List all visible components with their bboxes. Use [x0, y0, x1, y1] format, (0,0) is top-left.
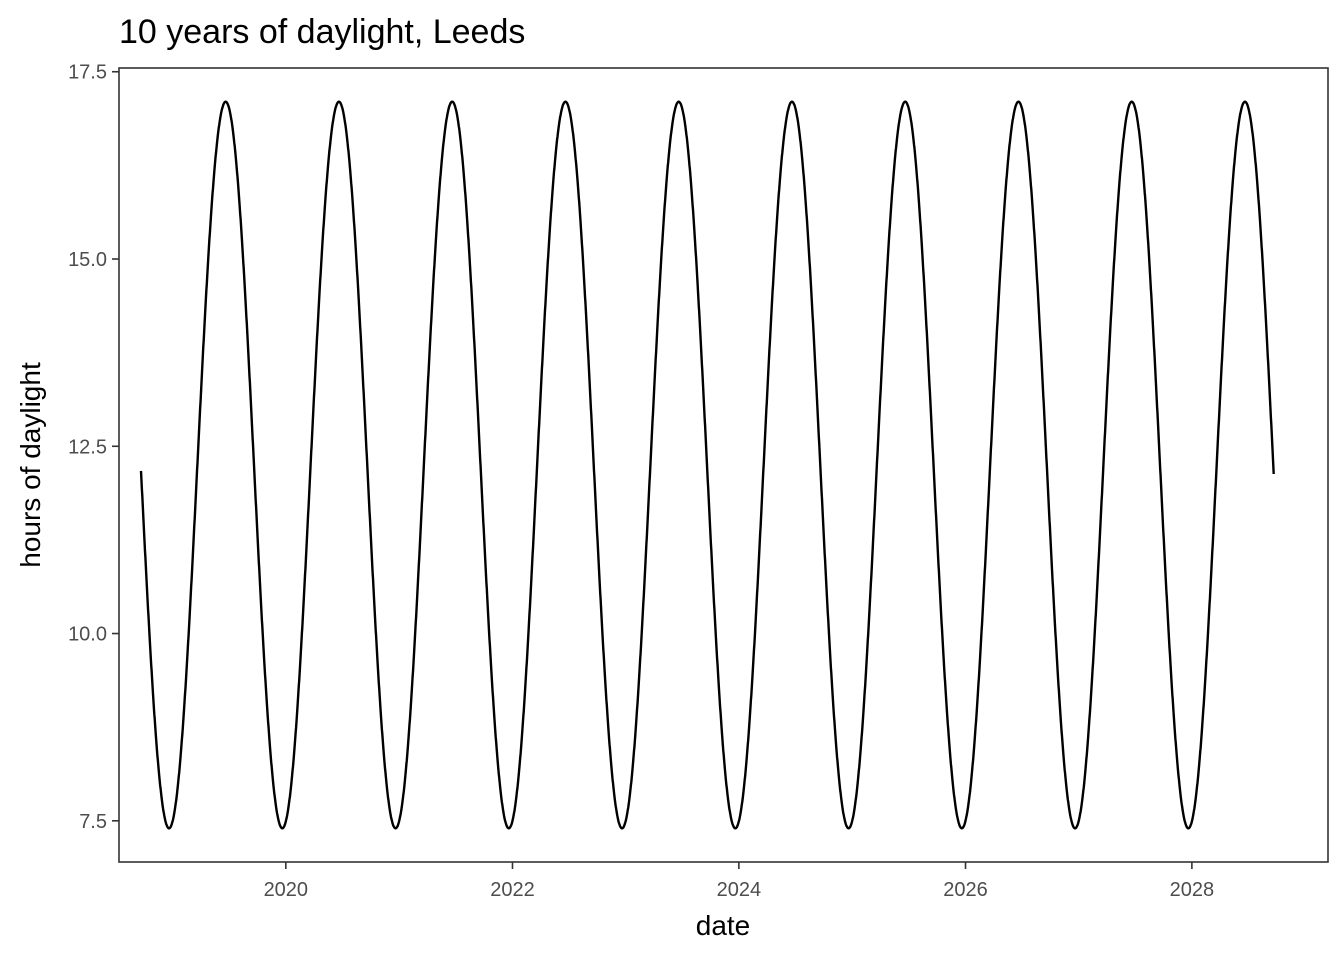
y-tick-label: 10.0	[68, 624, 107, 646]
y-tick-label: 7.5	[79, 811, 107, 833]
x-axis-title: date	[696, 910, 751, 941]
x-tick-label: 2028	[1170, 879, 1215, 901]
y-tick-label: 12.5	[68, 436, 107, 458]
x-tick-label: 2020	[264, 879, 309, 901]
chart-title: 10 years of daylight, Leeds	[119, 13, 525, 51]
plot-panel	[118, 67, 1329, 863]
y-tick-label: 17.5	[68, 62, 107, 84]
y-axis-title: hours of daylight	[15, 362, 46, 568]
y-axis: 7.5 10.0 12.5 15.0 17.5	[68, 62, 119, 833]
x-axis: 2020 2022 2024 2026 2028	[264, 862, 1215, 901]
x-tick-label: 2022	[490, 879, 535, 901]
series-line	[139, 100, 1275, 830]
x-tick-label: 2026	[943, 879, 988, 901]
y-tick-label: 15.0	[68, 249, 107, 271]
x-tick-label: 2024	[717, 879, 762, 901]
